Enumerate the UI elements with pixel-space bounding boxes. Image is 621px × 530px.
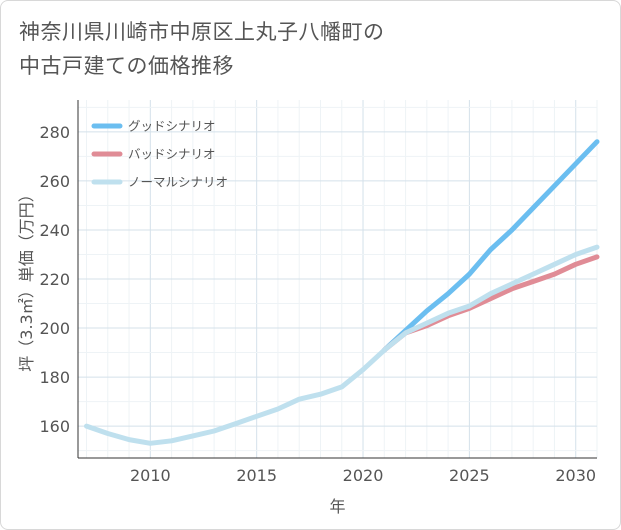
y-tick-label: 200 <box>39 319 70 338</box>
y-tick-label: 280 <box>39 123 70 142</box>
x-tick-label: 2030 <box>555 466 596 485</box>
x-tick-label: 2020 <box>343 466 384 485</box>
line-chart: 160 180 200 220 240 260 280 2010 2015 2020 2025 203… <box>0 0 621 530</box>
legend-label: グッドシナリオ <box>128 119 216 134</box>
x-tick-label: 2025 <box>449 466 490 485</box>
y-tick-label: 260 <box>39 172 70 191</box>
y-tick-label: 240 <box>39 221 70 240</box>
legend-label: ノーマルシナリオ <box>128 175 228 190</box>
y-tick-label: 160 <box>39 417 70 436</box>
y-tick-label: 180 <box>39 368 70 387</box>
axes: 160 180 200 220 240 260 280 2010 2015 2020 2025 203… <box>39 100 597 485</box>
legend-label: バッドシナリオ <box>128 147 216 162</box>
y-axis-title: 坪（3.3㎡）単価（万円） <box>17 186 36 371</box>
y-tick-label: 220 <box>39 270 70 289</box>
x-axis-title: 年 <box>329 497 345 516</box>
x-tick-label: 2015 <box>236 466 277 485</box>
x-tick-label: 2010 <box>130 466 171 485</box>
